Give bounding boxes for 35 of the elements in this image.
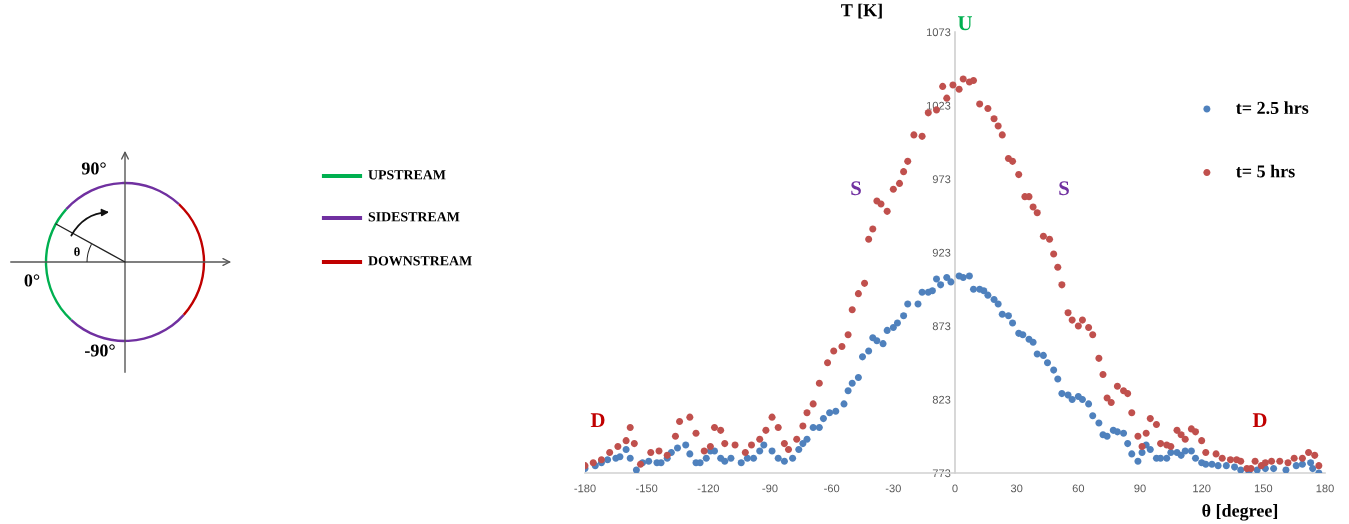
x-tick-label: -180 — [574, 484, 596, 493]
x-tick-label: -30 — [885, 484, 901, 493]
annotation: S — [851, 181, 861, 196]
x-tick-label: -90 — [762, 484, 778, 493]
x-tick-label: -150 — [636, 484, 658, 493]
x-tick-label: -60 — [824, 484, 840, 493]
text: θ — [74, 247, 80, 257]
x-tick-label: 0 — [952, 484, 958, 493]
x-tick-label: 120 — [1193, 484, 1211, 493]
annotation: D — [1252, 413, 1267, 428]
x-tick-label: 30 — [1010, 484, 1023, 493]
y-tick-label: 873 — [932, 322, 951, 331]
text: -90° — [85, 344, 115, 357]
annotation: S — [1059, 181, 1069, 196]
y-tick-label: 973 — [932, 175, 951, 184]
legend-label: t= 5 hrs — [1236, 164, 1295, 178]
y-tick-label: 823 — [932, 395, 951, 404]
text: U — [957, 16, 973, 31]
y-axis-title: T [K] — [841, 3, 882, 19]
legend-label: t= 2.5 hrs — [1236, 101, 1309, 115]
annotation: D — [590, 413, 605, 428]
x-tick-label: 90 — [1134, 484, 1146, 493]
x-axis-title: θ [degree] — [1202, 504, 1278, 521]
text: 0° — [24, 274, 40, 287]
y-tick-label: 923 — [932, 248, 951, 257]
text: UPSTREAM — [368, 170, 446, 180]
text: SIDESTREAM — [368, 212, 460, 222]
y-tick-label: 1073 — [926, 28, 951, 37]
x-tick-label: 150 — [1254, 484, 1273, 493]
x-tick-label: 60 — [1072, 484, 1085, 493]
text: DOWNSTREAM — [368, 256, 472, 266]
text: 90° — [81, 162, 106, 175]
y-tick-label: 773 — [932, 469, 951, 478]
x-tick-label: 180 — [1316, 484, 1334, 493]
x-tick-label: -120 — [697, 484, 720, 493]
